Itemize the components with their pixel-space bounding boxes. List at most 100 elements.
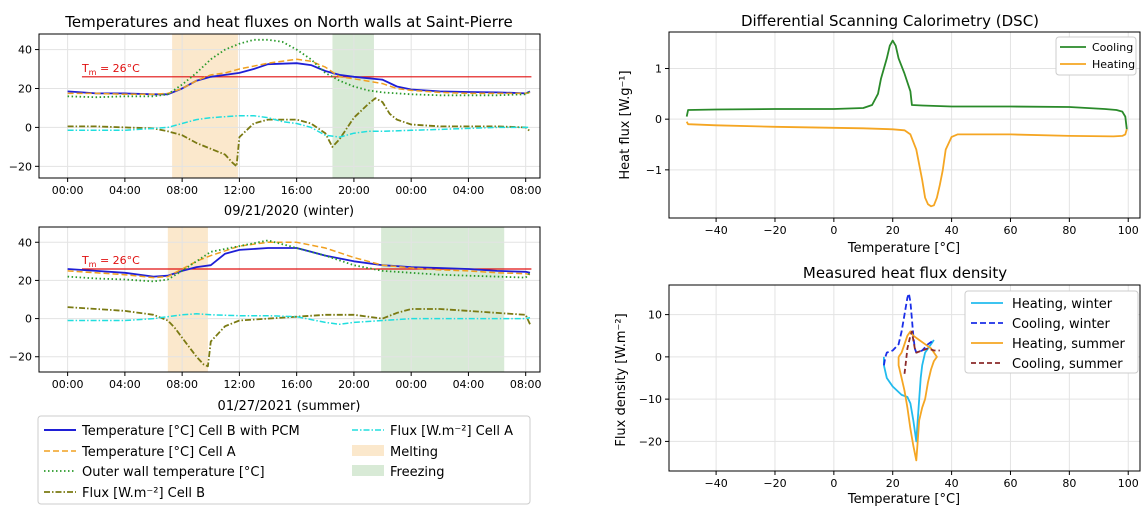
- dsc-xtick-label: −40: [704, 224, 727, 237]
- legend-label-outer-wall: Outer wall temperature [°C]: [82, 465, 265, 480]
- dsc-axes-frame: [668, 31, 1141, 219]
- winter-xtick-label: 08:00: [166, 184, 198, 197]
- flux_density-ytick-label: 0: [655, 351, 662, 364]
- flux-density-legend-label-heating-winter: Heating, winter: [1012, 297, 1113, 312]
- dsc-xtick-label: −20: [763, 224, 786, 237]
- winter-series-group: [67, 38, 531, 168]
- summer-series-outer_wall: [67, 239, 531, 283]
- flux_density-xtick-label: 0: [830, 477, 837, 490]
- summer-xlabel: 01/27/2021 (summer): [218, 399, 361, 414]
- summer-ytick-label: 0: [25, 313, 32, 326]
- legend-label-freezing: Freezing: [390, 465, 445, 480]
- winter-tm-label-t: T: [81, 62, 89, 75]
- summer-xtick-label: 20:00: [338, 378, 370, 391]
- dsc-ytick-label: −1: [646, 164, 662, 177]
- legend-label-flux-b: Flux [W.m⁻²] Cell B: [82, 486, 205, 501]
- flux-density-legend-label-heating-summer: Heating, summer: [1012, 337, 1126, 352]
- winter-xtick-label: 04:00: [109, 184, 141, 197]
- flux-density-legend-box: [964, 290, 1139, 374]
- winter-tm-label-suffix: = 26°C: [96, 62, 140, 75]
- flux_density-ytick-label: 10: [648, 309, 662, 322]
- dsc-legend-label-cooling: Cooling: [1092, 41, 1133, 54]
- winter-band-freezing: [332, 34, 374, 178]
- dsc-series-group: [685, 39, 1128, 208]
- flux-density-title: Measured heat flux density: [803, 264, 1007, 282]
- dsc-xlabel: Temperature [°C]: [847, 241, 960, 256]
- summer-panel: 01/27/2021 (summer) 00:00 04:00 08:00 12:00…: [9, 226, 542, 414]
- dsc-xtick-label: 40: [945, 224, 959, 237]
- summer-tm-label-sub: m: [89, 260, 97, 269]
- summer-series-temp_cellA: [67, 241, 531, 279]
- summer-band-freezing: [381, 227, 505, 372]
- dsc-ylabel: Heat flux [W.g⁻¹]: [618, 70, 633, 179]
- winter-ytick-label: −20: [9, 160, 32, 173]
- summer-xtick-label: 00:00: [52, 378, 84, 391]
- dsc-xtick-label: 100: [1118, 224, 1139, 237]
- dsc-xtick-label: 0: [830, 224, 837, 237]
- flux-density-panel: Measured heat flux density Temperature […: [614, 264, 1141, 506]
- summer-xtick-label: 12:00: [224, 378, 256, 391]
- dsc-legend-label-heating: Heating: [1092, 58, 1135, 71]
- flux_density-xtick-label: 20: [886, 477, 900, 490]
- bottom-legend-box: [37, 415, 531, 505]
- winter-series-flux_B: [67, 97, 531, 168]
- winter-series-outer_wall: [67, 38, 531, 99]
- summer-axes-frame: [38, 226, 541, 373]
- flux_density-xtick-label: −40: [704, 477, 727, 490]
- winter-xtick-label: 08:00: [510, 184, 542, 197]
- legend-label-flux-a: Flux [W.m⁻²] Cell A: [390, 424, 513, 439]
- dsc-xtick-label: 20: [886, 224, 900, 237]
- summer-xtick-label: 08:00: [510, 378, 542, 391]
- flux_density-xtick-label: 80: [1062, 477, 1076, 490]
- flux_density-series-group: [883, 292, 940, 462]
- summer-tm-label: Tm = 26°C: [81, 254, 140, 269]
- winter-title: Temperatures and heat fluxes on North wa…: [64, 13, 513, 31]
- winter-ytick-label: 0: [25, 121, 32, 134]
- flux-density-ylabel: Flux density [W.m⁻²]: [614, 313, 629, 446]
- summer-tm-label-suffix: = 26°C: [96, 254, 140, 267]
- summer-series-temp_pcm: [67, 247, 531, 278]
- summer-ytick-label: −20: [9, 351, 32, 364]
- winter-ytick-label: 40: [18, 44, 32, 57]
- dsc-panel: Differential Scanning Calorimetry (DSC) …: [618, 12, 1141, 256]
- flux_density-series-hf_heating_winter: [883, 339, 935, 443]
- winter-ytick-label: 20: [18, 82, 32, 95]
- summer-xtick-label: 04:00: [109, 378, 141, 391]
- flux_density-xtick-label: 60: [1003, 477, 1017, 490]
- winter-xtick-label: 00:00: [395, 184, 427, 197]
- winter-axes-frame: [38, 33, 541, 179]
- legend-swatch-melting: [352, 445, 384, 456]
- flux_density-xtick-label: 40: [945, 477, 959, 490]
- bottom-legend: Temperature [°C] Cell B with PCM Tempera…: [37, 415, 531, 505]
- flux-density-xlabel: Temperature [°C]: [847, 492, 960, 506]
- winter-xlabel: 09/21/2020 (winter): [224, 204, 354, 219]
- winter-xtick-label: 00:00: [52, 184, 84, 197]
- flux_density-series-hf_cooling_winter: [883, 292, 935, 366]
- summer-xtick-label: 08:00: [166, 378, 198, 391]
- legend-label-temp-cella: Temperature [°C] Cell A: [81, 445, 236, 460]
- summer-series-flux_A: [67, 313, 531, 326]
- dsc-series-dsc_heating: [685, 121, 1128, 208]
- summer-ytick-label: 20: [18, 274, 32, 287]
- dsc-xtick-label: 60: [1003, 224, 1017, 237]
- dsc-ytick-label: 0: [655, 113, 662, 126]
- dsc-ytick-label: 1: [655, 62, 662, 75]
- winter-tm-label-sub: m: [89, 68, 97, 77]
- flux-density-legend-label-cooling-summer: Cooling, summer: [1012, 357, 1123, 372]
- flux_density-xtick-label: 100: [1118, 477, 1139, 490]
- summer-tm-label-t: T: [81, 254, 89, 267]
- flux_density-series-hf_heating_summer: [897, 330, 938, 462]
- winter-xtick-label: 04:00: [453, 184, 485, 197]
- flux_density-xtick-label: −20: [763, 477, 786, 490]
- flux_density-ytick-label: −10: [639, 393, 662, 406]
- flux_density-ytick-label: −20: [639, 435, 662, 448]
- winter-tm-label: Tm = 26°C: [81, 62, 140, 77]
- legend-label-melting: Melting: [390, 445, 438, 460]
- summer-series-group: [67, 239, 531, 368]
- summer-ytick-label: 40: [18, 236, 32, 249]
- dsc-series-dsc_cooling: [685, 39, 1128, 130]
- dsc-xtick-label: 80: [1062, 224, 1076, 237]
- legend-label-temp-pcm: Temperature [°C] Cell B with PCM: [81, 424, 300, 439]
- summer-xtick-label: 00:00: [395, 378, 427, 391]
